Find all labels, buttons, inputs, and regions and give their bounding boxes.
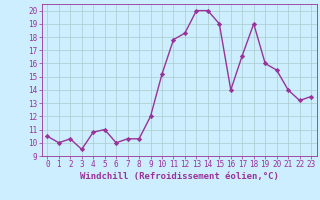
X-axis label: Windchill (Refroidissement éolien,°C): Windchill (Refroidissement éolien,°C): [80, 172, 279, 181]
